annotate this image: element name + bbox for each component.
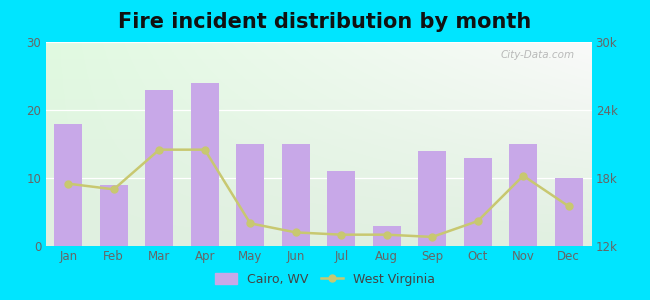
Text: City-Data.com: City-Data.com <box>501 50 575 60</box>
Bar <box>327 171 356 246</box>
Bar <box>509 144 538 246</box>
Bar <box>99 185 128 246</box>
Bar <box>236 144 265 246</box>
Bar <box>145 90 174 246</box>
Bar <box>54 124 83 246</box>
Bar <box>463 158 492 246</box>
Bar <box>281 144 310 246</box>
Legend: Cairo, WV, West Virginia: Cairo, WV, West Virginia <box>209 268 441 291</box>
Bar <box>418 151 447 246</box>
Bar <box>554 178 583 246</box>
Text: Fire incident distribution by month: Fire incident distribution by month <box>118 12 532 32</box>
Bar <box>190 83 219 246</box>
Bar <box>372 226 401 246</box>
